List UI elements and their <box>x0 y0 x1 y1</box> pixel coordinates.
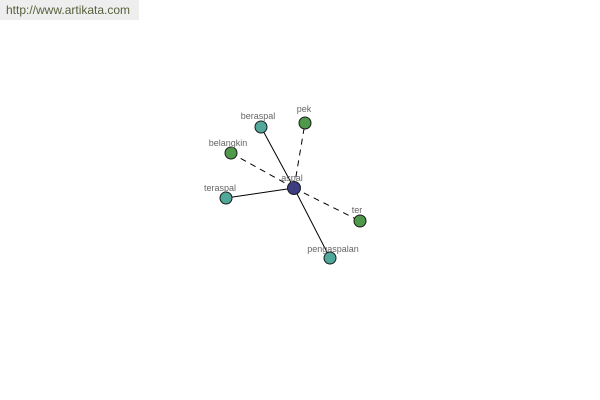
svg-text:beraspal: beraspal <box>241 111 276 121</box>
svg-text:aspal: aspal <box>281 173 303 183</box>
svg-text:teraspal: teraspal <box>204 183 236 193</box>
svg-text:ter: ter <box>352 205 363 215</box>
svg-text:pek: pek <box>297 104 312 114</box>
svg-text:pengaspalan: pengaspalan <box>307 244 359 254</box>
svg-text:belangkin: belangkin <box>209 138 248 148</box>
